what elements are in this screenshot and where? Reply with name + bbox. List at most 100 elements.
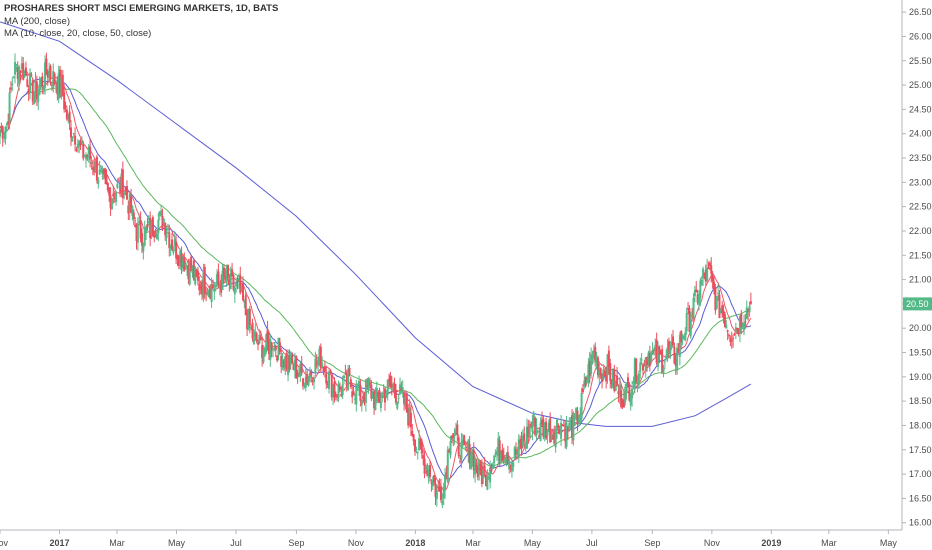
candle-body [560,422,563,439]
candle-body [232,274,235,290]
candle-body [501,449,504,461]
candle-body [284,356,287,370]
candle-body [704,269,707,282]
candle-body [244,295,247,316]
candle-body [486,476,489,490]
candle-body [665,355,668,358]
candle-body [412,434,415,442]
candle-body [250,327,253,330]
candle-body [520,438,523,449]
x-tick-label: Jul [586,538,598,548]
candle-body [516,451,519,454]
candle-body [617,391,620,395]
y-tick-label: 22.00 [909,226,932,236]
candle-body [186,266,189,269]
candle-body [549,418,552,443]
candle-body [576,410,579,424]
y-tick-label: 18.50 [909,396,932,406]
candle-body [616,375,619,386]
candle-body [168,232,171,248]
candle-body [143,227,146,246]
candle-body [741,327,744,329]
candle-body [377,392,380,397]
candle-body [356,389,359,391]
candle-body [397,397,400,399]
candle-body [646,357,649,366]
candle-body [321,363,324,368]
candle-body [379,401,382,408]
candle-body [177,256,180,266]
candle-body [611,368,614,388]
candle-body [54,85,57,87]
candle-body [718,294,721,319]
candle-body [696,294,699,303]
candle-body [23,71,26,77]
candle-body [677,348,680,354]
candle-body [730,340,733,342]
candle-body [725,325,728,329]
candle-body [479,463,482,472]
candle-body [512,462,515,468]
candle-body [453,434,456,437]
candle-body [577,419,580,422]
candle-body [474,459,477,475]
candle-body [633,358,636,386]
x-tick-label: May [880,538,898,548]
candle-body [672,336,675,345]
candle-body [161,215,164,229]
candle-body [530,424,533,426]
candle-body [373,391,376,409]
y-tick-label: 16.50 [909,493,932,503]
candle-body [27,88,30,94]
candle-body [125,186,128,200]
candle-body [609,363,612,381]
x-tick-label: 2017 [49,538,69,548]
candle-body [131,206,134,217]
candle-body [733,333,736,335]
candle-body [607,350,610,368]
candle-body [206,292,209,295]
candle-body [648,352,651,367]
candle-body [261,345,264,359]
candle-body [269,338,272,360]
candle-body [707,267,710,269]
candle-body [635,358,638,384]
y-axis: 16.00 16.50 17.00 17.50 18.00 18.50 19.00 19.50… [902,7,932,528]
candle-body [248,308,251,326]
candle-body [691,315,694,317]
candle-body [392,386,395,388]
candle-body [736,328,739,331]
candle-body [459,461,462,463]
candle-body [332,387,335,397]
x-tick-label: Mar [109,538,125,548]
candle-body [218,285,221,289]
candle-body [437,486,440,488]
candle-body [418,437,421,451]
chart-legend: PROSHARES SHORT MSCI EMERGING MARKETS, 1… [4,3,278,41]
candle-body [557,425,560,428]
candle-body [276,355,279,361]
candle-body [211,284,214,289]
candle-body [554,429,557,448]
candle-body [738,315,741,334]
y-tick-label: 17.00 [909,469,932,479]
candle-body [602,369,605,380]
candle-body [105,174,108,185]
candle-body [308,372,311,378]
candle-body [606,354,609,376]
candle-body [358,380,361,388]
candle-body [685,313,688,332]
candle-body [151,217,154,236]
candle-body [50,84,53,86]
candle-body [117,180,120,182]
candle-body [195,269,198,276]
candle-body [628,383,631,401]
candle-body [680,330,683,343]
candle-body [629,396,632,406]
candle-body [651,349,654,354]
last-value-badge [903,297,932,311]
candle-body [517,439,520,456]
candle-body [603,371,606,377]
candle-body [726,330,729,332]
